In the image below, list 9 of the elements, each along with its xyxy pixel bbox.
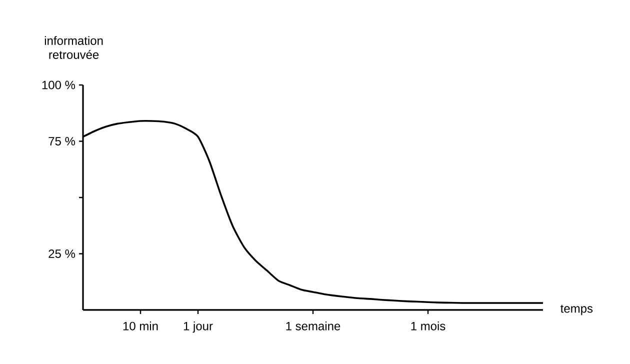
y-tick-label: 25 % [48, 249, 76, 258]
x-tick-label: 1 mois [411, 322, 446, 330]
x-axis-title: temps [560, 304, 593, 316]
y-axis-title: information retrouvée [44, 36, 103, 59]
y-tick-label: 100 % [42, 80, 76, 90]
y-tick-label: 75 % [48, 137, 76, 146]
x-tick-label: 10 min [123, 322, 158, 330]
x-tick-label: 1 semaine [286, 322, 340, 330]
x-tick-label: 1 jour [184, 322, 213, 333]
